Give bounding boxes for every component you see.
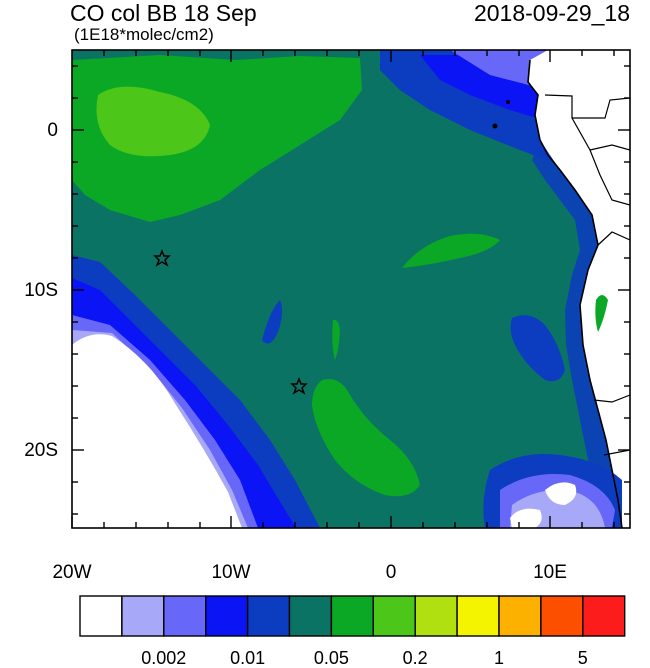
lon-label-10w: 10W bbox=[211, 562, 251, 583]
map-datetime: 2018-09-29_18 bbox=[473, 0, 630, 26]
colorbar-box bbox=[498, 595, 542, 637]
units-label: (1E18*molec/cm2) bbox=[74, 25, 214, 44]
co-field bbox=[72, 50, 630, 528]
map-title: CO col BB 18 Sep bbox=[70, 0, 257, 26]
colorbar-box bbox=[204, 595, 249, 637]
colorbar-label: 5 bbox=[577, 648, 588, 668]
colorbar-box bbox=[246, 595, 291, 637]
colorbar-label: 0.01 bbox=[230, 648, 266, 668]
colorbar-box bbox=[121, 595, 165, 637]
colorbar-box bbox=[540, 595, 584, 637]
coast-blue-fringe bbox=[532, 140, 622, 528]
se-white-patch bbox=[545, 482, 577, 505]
central-green-plume bbox=[312, 379, 420, 497]
map-frame bbox=[71, 49, 631, 529]
star-marker-1 bbox=[153, 248, 171, 267]
markers bbox=[153, 248, 308, 395]
colorbar-box bbox=[163, 595, 207, 637]
colorbar-box bbox=[288, 595, 333, 637]
country-borders bbox=[544, 94, 630, 456]
lat-label-20s: 20S bbox=[24, 440, 58, 461]
colorbar-label: 0.05 bbox=[313, 648, 349, 668]
islands bbox=[492, 100, 510, 129]
lon-label-0: 0 bbox=[385, 562, 397, 583]
colorbar-label: 0.002 bbox=[141, 648, 187, 668]
lon-label-10e: 10E bbox=[533, 562, 567, 583]
star-marker-2 bbox=[290, 376, 308, 395]
colorbar-box bbox=[456, 595, 500, 637]
island-sao-tome bbox=[492, 123, 498, 129]
sw-white bbox=[72, 334, 242, 528]
small-green-streak bbox=[332, 319, 340, 360]
colorbar-label: 1 bbox=[493, 648, 504, 668]
colorbar-box bbox=[582, 595, 626, 637]
colorbar-label: 0.2 bbox=[402, 648, 428, 668]
coast-green-strip bbox=[595, 295, 608, 332]
lat-label-10s: 10S bbox=[24, 280, 58, 301]
se-white-patch-2 bbox=[510, 508, 542, 528]
colorbar-box bbox=[330, 595, 374, 637]
island-principe bbox=[506, 100, 510, 104]
central-blue-streak bbox=[262, 300, 283, 344]
colorbar-box bbox=[414, 595, 458, 637]
nw-lightgreen-core bbox=[96, 86, 210, 157]
coastlines bbox=[527, 59, 630, 528]
colorbar-box bbox=[79, 595, 123, 637]
lon-label-20w: 20W bbox=[52, 562, 92, 583]
east-green-streak bbox=[402, 233, 500, 268]
colorbar-box bbox=[372, 595, 416, 637]
colorbar bbox=[79, 595, 626, 637]
lat-label-0: 0 bbox=[47, 120, 58, 141]
ticks bbox=[71, 50, 630, 528]
africa-land bbox=[528, 50, 630, 528]
east-blue-patch bbox=[510, 315, 565, 382]
